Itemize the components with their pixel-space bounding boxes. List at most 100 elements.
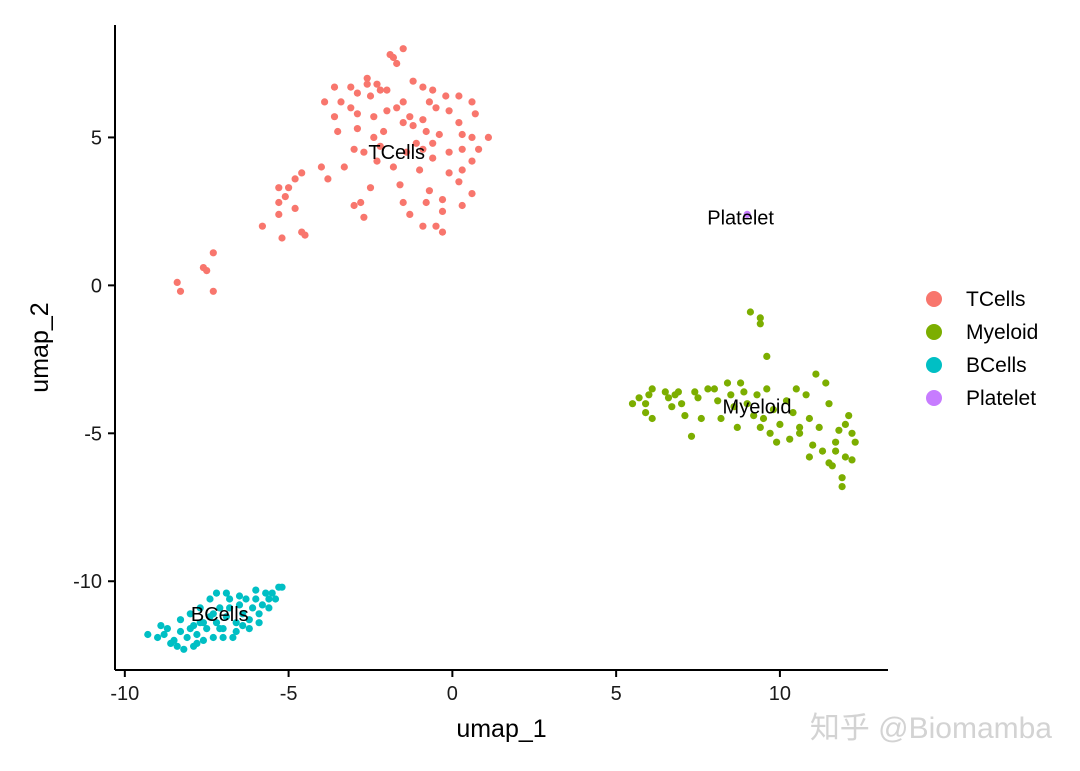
data-point: [832, 447, 840, 455]
data-point: [258, 222, 266, 230]
data-point: [193, 639, 201, 648]
data-point: [438, 228, 447, 236]
x-axis-title: umap_1: [456, 715, 546, 743]
data-point: [347, 104, 355, 112]
data-point: [743, 400, 751, 408]
data-point: [825, 400, 833, 408]
data-point: [763, 385, 771, 393]
data-point: [235, 592, 244, 600]
data-point: [380, 127, 388, 136]
data-point: [422, 127, 430, 136]
axes-layer: -10 -5 0 5 10 -10 -5 0 5 umap_1 umap_2: [26, 25, 888, 743]
data-point: [399, 45, 407, 53]
data-point: [232, 627, 240, 636]
data-point: [435, 130, 443, 139]
data-point: [389, 163, 397, 171]
data-point: [383, 107, 391, 115]
data-point: [753, 391, 761, 399]
data-point: [363, 80, 371, 88]
y-axis-ticks: -10 -5 0 5: [73, 127, 115, 593]
data-point: [209, 249, 217, 257]
data-point: [176, 287, 185, 295]
data-point: [144, 630, 152, 639]
data-point: [458, 201, 466, 210]
data-point: [232, 619, 240, 627]
data-point: [782, 397, 791, 405]
cluster-label: Myeloid: [723, 397, 792, 419]
data-point: [848, 429, 856, 437]
data-point: [455, 178, 463, 186]
data-point: [255, 610, 263, 618]
data-point: [468, 190, 476, 198]
data-point: [183, 633, 191, 642]
legend-item-platelet: Platelet: [926, 387, 1036, 410]
data-point: [203, 625, 211, 633]
data-point: [402, 148, 411, 156]
data-point: [409, 77, 417, 85]
data-point: [219, 633, 227, 642]
data-point: [271, 595, 280, 603]
legend-swatch: [926, 324, 942, 340]
legend-swatch: [926, 357, 942, 373]
data-point: [275, 210, 283, 218]
data-point: [773, 438, 781, 446]
data-point: [399, 198, 407, 207]
data-point: [429, 86, 437, 94]
data-point: [756, 423, 764, 431]
data-point: [812, 370, 820, 378]
data-point: [265, 595, 273, 603]
data-point: [334, 127, 342, 136]
data-point: [809, 441, 817, 449]
legend-swatch: [926, 390, 942, 406]
data-point: [360, 148, 368, 156]
data-point: [206, 595, 214, 603]
cluster-label: BCells: [191, 604, 249, 626]
data-point: [805, 414, 814, 423]
data-point: [268, 589, 276, 597]
data-point: [419, 145, 427, 153]
data-point: [157, 622, 165, 630]
data-point: [845, 412, 853, 420]
series-bcells: [144, 583, 286, 653]
data-point: [245, 616, 253, 624]
data-point: [419, 83, 427, 91]
data-point: [340, 163, 348, 171]
data-point: [687, 432, 696, 440]
data-point: [723, 379, 732, 387]
data-point: [471, 110, 479, 118]
data-point: [792, 385, 800, 393]
data-point: [789, 409, 797, 417]
data-point: [818, 447, 827, 455]
legend-swatch: [926, 291, 942, 307]
data-point: [409, 122, 417, 130]
data-point: [196, 604, 204, 612]
legend-label: Platelet: [966, 387, 1036, 410]
legend-label: BCells: [966, 354, 1027, 377]
cluster-label: TCells: [368, 142, 425, 164]
data-point: [468, 98, 476, 106]
data-point: [419, 222, 427, 230]
cluster-label: Platelet: [707, 207, 774, 229]
data-point: [438, 207, 447, 215]
data-point: [425, 187, 433, 195]
data-point: [838, 483, 846, 491]
data-point: [176, 616, 185, 624]
data-point: [357, 198, 365, 207]
y-tick-label: -10: [73, 571, 102, 593]
data-point: [376, 142, 384, 150]
data-point: [337, 98, 345, 106]
data-point: [209, 610, 217, 618]
data-point: [239, 610, 247, 618]
data-point: [445, 148, 453, 156]
series-tcells: [173, 45, 492, 295]
data-point: [301, 231, 309, 239]
y-tick-label: 5: [91, 127, 102, 149]
data-point: [399, 98, 407, 106]
data-point: [425, 98, 433, 106]
data-point: [691, 388, 699, 396]
data-point: [776, 420, 784, 428]
data-point: [475, 145, 483, 153]
data-point: [321, 98, 329, 106]
data-point: [190, 622, 198, 630]
data-point: [363, 74, 371, 82]
